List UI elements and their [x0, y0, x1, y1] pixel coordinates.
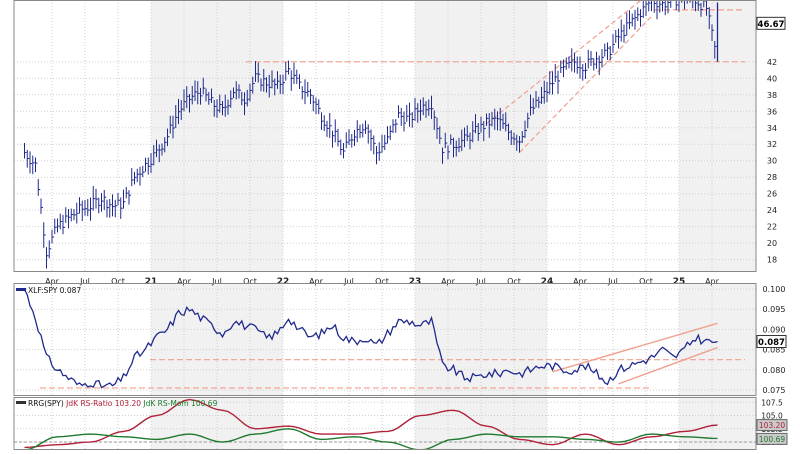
- x-tick-label: 21: [145, 277, 158, 287]
- price-tick-label: 36: [767, 107, 777, 116]
- x-tick-label: Oct: [375, 277, 389, 286]
- ratio-line: [23, 289, 718, 389]
- panel-frame: [13, 283, 757, 396]
- rrg-legend-rs-mom: JdK RS-Mom 100.69: [142, 399, 217, 408]
- panel-frame: [13, 0, 757, 272]
- rrg-legend: RRG(SPY) JdK RS-Ratio 103.20 JdK RS-Mom …: [28, 399, 218, 408]
- price-tick-label: 24: [767, 206, 777, 215]
- rs-ratio-last-value-box: [756, 419, 788, 432]
- x-tick-label: Apr: [573, 277, 588, 286]
- x-tick-label: 25: [673, 277, 686, 287]
- x-tick-label: Oct: [507, 277, 521, 286]
- ratio-tick-label: 0.100: [763, 285, 786, 294]
- price-tick-label: 38: [767, 91, 777, 100]
- x-tick-label: Jul: [343, 277, 354, 286]
- rs-mom-last-value-box: [756, 432, 788, 445]
- rrg-tick-label: 105.0: [761, 412, 783, 421]
- ratio-channel-lower: [618, 346, 718, 385]
- year-band: [679, 397, 756, 450]
- rrg-legend-rs-ratio: JdK RS-Ratio 103.20: [65, 399, 143, 408]
- x-tick-label: 24: [541, 277, 554, 287]
- price-last-value-box: [756, 16, 786, 30]
- price-tick-label: 32: [767, 140, 777, 149]
- year-band: [415, 397, 547, 450]
- ratio-legend-label: XLF:SPY 0.087: [28, 286, 81, 295]
- ratio-tick-label: 0.075: [763, 386, 786, 395]
- price-tick-label: 40: [767, 74, 777, 83]
- x-tick-label: Oct: [243, 277, 257, 286]
- ratio-tick-label: 0.090: [763, 325, 786, 334]
- rs-mom-last-value: 100.69: [759, 435, 785, 444]
- x-tick-label: Apr: [177, 277, 192, 286]
- x-tick-label: 22: [277, 277, 290, 287]
- x-tick-label: Apr: [705, 277, 720, 286]
- price-tick-label: 34: [767, 124, 777, 133]
- price-tick-label: 18: [767, 256, 777, 265]
- price-last-value: 46.67: [758, 20, 785, 30]
- rs-ratio-line: [24, 398, 718, 449]
- x-tick-label: Jul: [79, 277, 90, 286]
- x-tick-label: Apr: [309, 277, 324, 286]
- ratio-tick-label: 0.085: [763, 346, 786, 355]
- ratio-legend-swatch: [16, 288, 26, 291]
- x-tick-label: Jul: [211, 277, 222, 286]
- year-band: [679, 283, 756, 396]
- rs-mom-line: [24, 428, 718, 451]
- x-tick-label: Jul: [475, 277, 486, 286]
- ratio-tick-label: 0.095: [763, 305, 786, 314]
- x-tick-label: Oct: [639, 277, 653, 286]
- price-tick-label: 28: [767, 173, 777, 182]
- price-bars: [24, 0, 719, 269]
- price-tick-label: 30: [767, 157, 777, 166]
- price-tick-label: 22: [767, 223, 777, 232]
- price-tick-label: 42: [767, 58, 777, 67]
- price-tick-label: 26: [767, 190, 777, 199]
- ratio-channel-upper: [552, 322, 718, 373]
- rrg-tick-label: 107.5: [761, 398, 783, 407]
- x-tick-label: 23: [409, 277, 422, 287]
- ratio-last-value: 0.087: [758, 338, 785, 348]
- x-tick-label: Jul: [607, 277, 618, 286]
- x-tick-label: Apr: [45, 277, 60, 286]
- rrg-legend-swatch: [16, 401, 26, 404]
- price-tick-label: 20: [767, 239, 777, 248]
- rs-ratio-last-value: 103.20: [759, 421, 785, 430]
- x-tick-label: Apr: [441, 277, 456, 286]
- ratio-tick-label: 0.080: [763, 366, 786, 375]
- ratio-last-value-box: [756, 335, 787, 349]
- rrg-legend-prefix: RRG(SPY): [28, 399, 66, 408]
- x-tick-label: Oct: [111, 277, 125, 286]
